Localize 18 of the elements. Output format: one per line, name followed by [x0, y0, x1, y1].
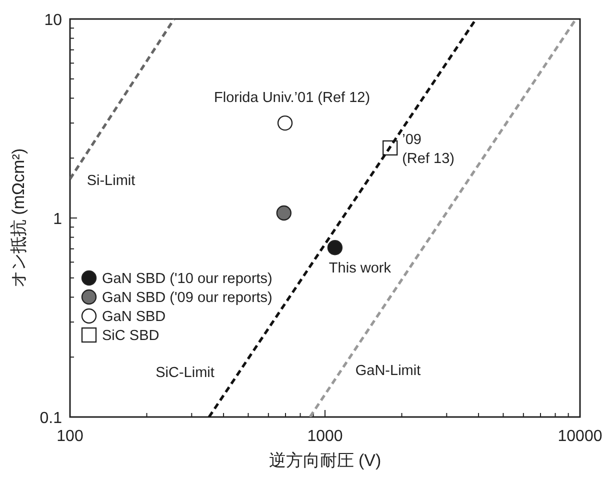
annotation: Si-Limit [86, 173, 136, 189]
x-axis-title: 逆方向耐圧 (V) [268, 451, 382, 470]
x-tick-label: 10000 [558, 428, 602, 445]
x-tick-label: 100 [56, 428, 84, 445]
y-tick-label: 10 [44, 12, 62, 29]
x-tick-label: 1000 [307, 428, 343, 445]
annotation: ’09 (Ref 13) [402, 132, 454, 167]
annotation: This work [328, 260, 392, 277]
annotation: Florida Univ.’01 (Ref 12) [214, 90, 370, 106]
legend-label: GaN SBD ('10 our reports) [102, 271, 272, 287]
legend-label: SiC SBD [102, 328, 160, 344]
y-tick-label: 0.1 [40, 410, 62, 427]
legend-label: GaN SBD ('09 our reports) [102, 290, 272, 306]
annotation: SiC-Limit [156, 365, 214, 381]
legend-label: GaN SBD [102, 309, 166, 325]
annotation: GaN-Limit [355, 363, 421, 379]
y-tick-label: 1 [53, 211, 62, 228]
y-axis-title: オン抵抗 (mΩcm²) [9, 148, 28, 288]
